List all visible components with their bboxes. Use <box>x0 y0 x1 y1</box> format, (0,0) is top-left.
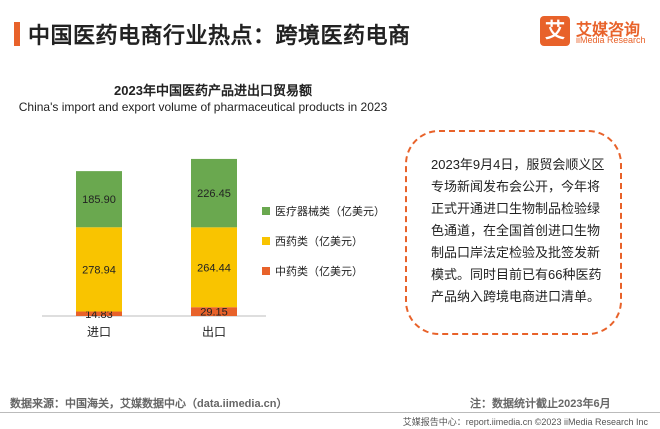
data-label: 14.83 <box>85 309 113 321</box>
data-source: 数据来源：中国海关，艾媒数据中心（data.iimedia.cn） <box>10 398 288 410</box>
footer-divider <box>0 412 660 413</box>
brand-name: 艾媒咨询 <box>576 22 641 39</box>
page-title: 中国医药电商行业热点：跨境医药电商 <box>28 23 411 48</box>
legend-swatch <box>262 207 270 215</box>
footer-credit: 艾媒报告中心：report.iimedia.cn ©2023 iiMedia R… <box>402 417 648 427</box>
data-label: 226.45 <box>197 188 231 200</box>
data-label: 264.44 <box>197 262 231 274</box>
bar-segment <box>76 171 122 228</box>
chart-subtitle: China's import and export volume of phar… <box>18 100 388 114</box>
legend-label: 医疗器械类（亿美元） <box>275 204 385 218</box>
bar-segment <box>191 307 237 316</box>
brand-mark-icon: 艾 <box>540 16 570 46</box>
bar-segment <box>191 227 237 308</box>
category-label: 出口 <box>202 325 226 339</box>
legend-swatch <box>262 237 270 245</box>
legend-swatch <box>262 267 270 275</box>
bar-segment <box>76 227 122 312</box>
news-callout: 2023年9月4日，服贸会顺义区专场新闻发布会公开，今年将正式开通进口生物制品检… <box>405 130 622 335</box>
brand-subname: iiMedia Research <box>576 35 646 45</box>
chart-title: 2023年中国医药产品进出口贸易额 <box>114 83 312 98</box>
brand-logo: 艾 艾媒咨询 iiMedia Research <box>540 16 650 52</box>
legend-label: 中药类（亿美元） <box>275 264 363 278</box>
data-label: 278.94 <box>82 264 116 276</box>
data-note: 注：数据统计截止2023年6月 <box>470 398 611 410</box>
legend-label: 西药类（亿美元） <box>275 234 363 248</box>
bar-segment <box>191 158 237 228</box>
data-label: 185.90 <box>82 194 116 206</box>
data-label: 29.15 <box>200 307 228 319</box>
category-label: 进口 <box>87 325 111 339</box>
bar-segment <box>76 311 122 316</box>
title-accent-bar <box>14 22 20 46</box>
